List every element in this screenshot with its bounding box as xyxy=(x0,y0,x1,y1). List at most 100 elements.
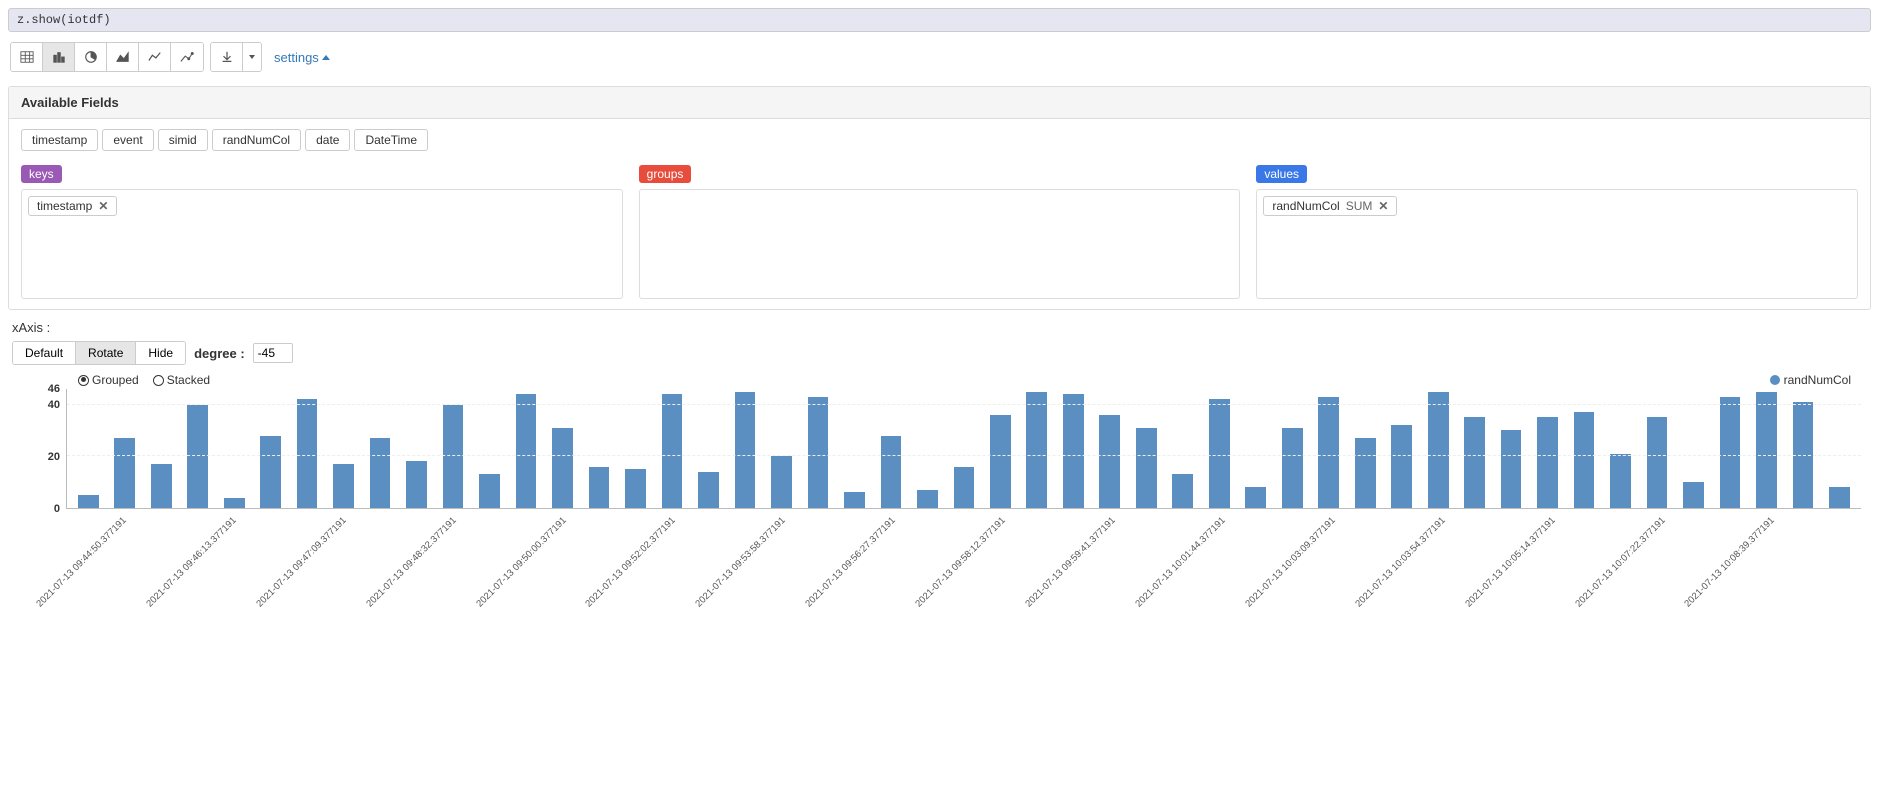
x-tick-label: 2021-07-13 09:59:41.377191 xyxy=(1023,515,1117,609)
chart-bar[interactable] xyxy=(771,456,792,508)
download-button[interactable] xyxy=(211,43,243,71)
x-axis-labels: 2021-07-13 09:44:50.3771912021-07-13 09:… xyxy=(66,509,1861,619)
chart-bar[interactable] xyxy=(1756,392,1777,508)
chart-bar[interactable] xyxy=(1391,425,1412,508)
download-dropdown-button[interactable] xyxy=(243,43,261,71)
groups-column: groups xyxy=(639,165,1241,299)
xaxis-rotate-button[interactable]: Rotate xyxy=(76,342,136,364)
chart-bar[interactable] xyxy=(370,438,391,508)
scatter-chart-button[interactable] xyxy=(171,43,203,71)
chart-bar[interactable] xyxy=(1099,415,1120,508)
field-pill-randNumCol[interactable]: randNumCol xyxy=(212,129,301,151)
chart-bar[interactable] xyxy=(224,498,245,508)
legend-dot-icon xyxy=(1770,375,1780,385)
chart-bar[interactable] xyxy=(1026,392,1047,508)
y-tick: 20 xyxy=(22,451,60,463)
chart-bar[interactable] xyxy=(954,467,975,508)
values-tag[interactable]: randNumCol SUM ✕ xyxy=(1263,196,1397,216)
chart-bar[interactable] xyxy=(333,464,354,508)
degree-label: degree : xyxy=(194,346,245,361)
values-dropzone[interactable]: randNumCol SUM ✕ xyxy=(1256,189,1858,299)
xaxis-hide-button[interactable]: Hide xyxy=(136,342,185,364)
xaxis-default-button[interactable]: Default xyxy=(13,342,76,364)
chart-bar[interactable] xyxy=(917,490,938,508)
chart-bar[interactable] xyxy=(1464,417,1485,508)
field-pill-timestamp[interactable]: timestamp xyxy=(21,129,98,151)
groups-label: groups xyxy=(639,165,692,183)
chart-bar[interactable] xyxy=(1209,399,1230,508)
legend-item[interactable]: randNumCol xyxy=(1770,373,1851,387)
chart-bar[interactable] xyxy=(881,436,902,508)
chart-bar[interactable] xyxy=(1063,394,1084,508)
chart-bar[interactable] xyxy=(1172,474,1193,508)
line-chart-button[interactable] xyxy=(139,43,171,71)
chart-bar[interactable] xyxy=(151,464,172,508)
degree-input[interactable] xyxy=(253,343,293,363)
chart-bar[interactable] xyxy=(1683,482,1704,508)
chart-type-group xyxy=(10,42,204,72)
field-pill-DateTime[interactable]: DateTime xyxy=(354,129,428,151)
chart-bar[interactable] xyxy=(1282,428,1303,508)
groups-dropzone[interactable] xyxy=(639,189,1241,299)
chart-bar[interactable] xyxy=(552,428,573,508)
area-chart-button[interactable] xyxy=(107,43,139,71)
chart-bar[interactable] xyxy=(589,467,610,508)
remove-tag-icon[interactable]: ✕ xyxy=(1378,199,1388,213)
chart-bar[interactable] xyxy=(735,392,756,508)
field-pill-date[interactable]: date xyxy=(305,129,350,151)
chart-plot xyxy=(66,389,1861,509)
remove-tag-icon[interactable]: ✕ xyxy=(98,199,108,213)
chart-bar[interactable] xyxy=(1537,417,1558,508)
chart-bar[interactable] xyxy=(1610,454,1631,508)
chart-bar[interactable] xyxy=(443,405,464,508)
chart-bar[interactable] xyxy=(1318,397,1339,508)
chart-bar[interactable] xyxy=(297,399,318,508)
x-tick-label: 2021-07-13 09:44:50.377191 xyxy=(34,515,128,609)
chart-bar[interactable] xyxy=(662,394,683,508)
chart-bar[interactable] xyxy=(187,405,208,508)
chart-bar[interactable] xyxy=(260,436,281,508)
x-tick-label: 2021-07-13 10:01:44.377191 xyxy=(1133,515,1227,609)
settings-toggle[interactable]: settings xyxy=(274,50,330,65)
radio-empty-icon xyxy=(153,375,164,386)
bar-chart-button[interactable] xyxy=(43,43,75,71)
chart-bar[interactable] xyxy=(1647,417,1668,508)
xaxis-controls: xAxis : xyxy=(12,320,1871,335)
field-pill-event[interactable]: event xyxy=(102,129,153,151)
chart-bar[interactable] xyxy=(1574,412,1595,508)
x-tick-label: 2021-07-13 10:03:09.377191 xyxy=(1243,515,1337,609)
chart-bar[interactable] xyxy=(1355,438,1376,508)
chart-bar[interactable] xyxy=(990,415,1011,508)
chart-container: Grouped Stacked randNumCol 0204046 2021-… xyxy=(8,369,1871,629)
available-fields-title: Available Fields xyxy=(9,87,1870,119)
y-tick: 46 xyxy=(22,383,60,395)
chart-bar[interactable] xyxy=(406,461,427,508)
available-fields-panel: Available Fields timestampeventsimidrand… xyxy=(8,86,1871,310)
x-tick-label: 2021-07-13 09:46:13.377191 xyxy=(144,515,238,609)
chart-bar[interactable] xyxy=(1501,430,1522,508)
chart-bar[interactable] xyxy=(625,469,646,508)
chart-bar[interactable] xyxy=(1245,487,1266,508)
keys-dropzone[interactable]: timestamp✕ xyxy=(21,189,623,299)
grouped-radio[interactable]: Grouped xyxy=(78,373,139,387)
field-pill-simid[interactable]: simid xyxy=(158,129,208,151)
values-column: values randNumCol SUM ✕ xyxy=(1256,165,1858,299)
keys-tag[interactable]: timestamp✕ xyxy=(28,196,117,216)
chart-bar[interactable] xyxy=(1136,428,1157,508)
xaxis-controls-row2: DefaultRotateHide degree : xyxy=(12,341,1871,365)
table-view-button[interactable] xyxy=(11,43,43,71)
legend-label: randNumCol xyxy=(1784,373,1851,387)
stacked-radio[interactable]: Stacked xyxy=(153,373,210,387)
chart-bar[interactable] xyxy=(479,474,500,508)
chart-bar[interactable] xyxy=(516,394,537,508)
chart-bar[interactable] xyxy=(1720,397,1741,508)
chart-bar[interactable] xyxy=(114,438,135,508)
chart-bar[interactable] xyxy=(698,472,719,508)
chart-bar[interactable] xyxy=(78,495,99,508)
chart-bar[interactable] xyxy=(1829,487,1850,508)
pie-chart-button[interactable] xyxy=(75,43,107,71)
chart-bar[interactable] xyxy=(844,492,865,508)
xaxis-mode-group: DefaultRotateHide xyxy=(12,341,186,365)
chart-bar[interactable] xyxy=(1428,392,1449,508)
chart-bar[interactable] xyxy=(808,397,829,508)
